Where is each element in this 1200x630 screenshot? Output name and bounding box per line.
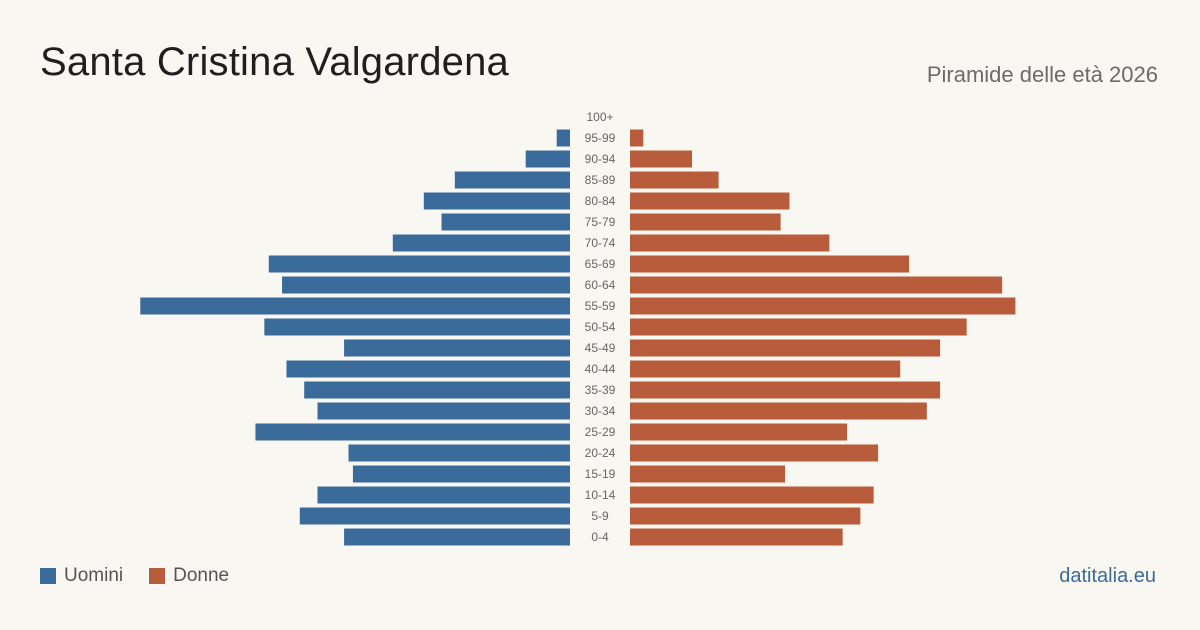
- brand-link[interactable]: datitalia.eu: [1059, 565, 1156, 587]
- age-label: 15-19: [585, 467, 616, 481]
- bar-women: [630, 297, 1016, 315]
- age-label: 55-59: [585, 299, 616, 313]
- age-label: 70-74: [585, 236, 616, 250]
- bar-men: [140, 297, 571, 315]
- bar-men: [299, 507, 570, 525]
- age-label: 50-54: [585, 320, 616, 334]
- legend: Uomini Donne: [40, 565, 255, 587]
- age-label: 90-94: [585, 152, 616, 166]
- bar-women: [630, 255, 910, 273]
- age-label: 25-29: [585, 425, 616, 439]
- legend-item-women: Donne: [149, 565, 229, 587]
- legend-swatch-women: [149, 568, 166, 584]
- bar-men: [423, 192, 570, 210]
- chart-subtitle: Piramide delle età 2026: [926, 62, 1158, 87]
- bar-women: [630, 486, 874, 504]
- age-label: 30-34: [585, 404, 616, 418]
- bar-women: [630, 150, 693, 168]
- bar-men: [392, 234, 570, 252]
- age-label: 35-39: [585, 383, 616, 397]
- legend-label-women: Donne: [173, 565, 230, 586]
- age-label: 20-24: [585, 446, 616, 460]
- bar-men: [255, 423, 570, 441]
- bar-men: [282, 276, 570, 294]
- age-label: 65-69: [585, 257, 616, 271]
- bar-men: [317, 402, 570, 420]
- bar-women: [630, 171, 719, 189]
- bar-women: [630, 402, 927, 420]
- bar-women: [630, 318, 967, 336]
- bar-women: [630, 444, 879, 462]
- age-label: 10-14: [585, 488, 616, 502]
- age-label: 100+: [586, 110, 613, 124]
- bar-women: [630, 213, 781, 231]
- bar-men: [344, 339, 570, 357]
- bar-women: [630, 339, 941, 357]
- bar-men: [525, 150, 570, 168]
- bar-women: [630, 276, 1003, 294]
- age-label: 40-44: [585, 362, 616, 376]
- bar-men: [344, 528, 570, 546]
- age-label: 0-4: [591, 530, 609, 544]
- bar-men: [304, 381, 570, 399]
- bar-men: [268, 255, 570, 273]
- bar-men: [348, 444, 570, 462]
- bar-men: [286, 360, 570, 378]
- bar-men: [454, 171, 570, 189]
- bar-women: [630, 381, 941, 399]
- bar-women: [630, 234, 830, 252]
- legend-swatch-men: [40, 568, 56, 584]
- bar-men: [264, 318, 570, 336]
- legend-label-men: Uomini: [64, 565, 124, 586]
- bar-women: [630, 528, 843, 546]
- bar-women: [630, 360, 901, 378]
- age-label: 45-49: [585, 341, 616, 355]
- bar-men: [352, 465, 570, 483]
- bar-women: [630, 465, 786, 483]
- bar-men: [317, 486, 570, 504]
- age-label: 60-64: [585, 278, 616, 292]
- bar-women: [630, 192, 790, 210]
- age-label: 85-89: [585, 173, 616, 187]
- bar-men: [556, 129, 570, 147]
- bar-women: [630, 423, 848, 441]
- bar-women: [630, 507, 861, 525]
- age-label: 75-79: [585, 215, 616, 229]
- age-label: 5-9: [591, 509, 609, 523]
- chart-title: Santa Cristina Valgardena: [40, 40, 509, 84]
- age-label: 80-84: [585, 194, 616, 208]
- age-label: 95-99: [585, 131, 616, 145]
- legend-item-men: Uomini: [40, 565, 123, 587]
- bar-men: [441, 213, 570, 231]
- bar-women: [630, 129, 644, 147]
